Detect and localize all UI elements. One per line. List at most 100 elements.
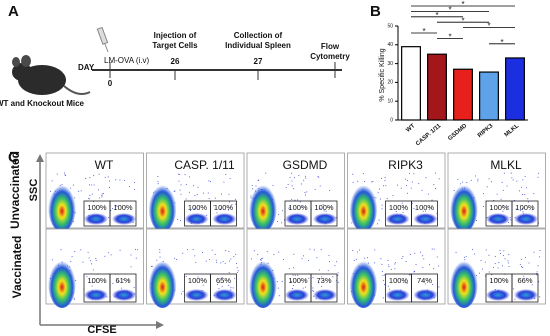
- y-tick-label: 50: [387, 23, 393, 29]
- y-tick-label: 0: [390, 117, 393, 123]
- event-dot: [352, 181, 354, 183]
- event-dot: [73, 298, 75, 300]
- event-dot: [187, 249, 189, 251]
- event-dot: [97, 189, 99, 191]
- day-value: 26: [171, 57, 180, 66]
- event-dot: [494, 255, 496, 257]
- event-dot: [230, 207, 232, 209]
- event-dot: [115, 179, 117, 181]
- gate: [210, 273, 237, 303]
- event-dot: [101, 193, 103, 195]
- significance-label: *: [461, 16, 464, 25]
- event-dot: [297, 274, 299, 276]
- event-dot: [477, 178, 479, 180]
- event-dot: [91, 184, 93, 186]
- event-dot: [405, 260, 407, 262]
- event-dot: [501, 181, 503, 183]
- event-dot: [266, 251, 268, 253]
- event-dot: [328, 255, 330, 257]
- event-dot: [192, 248, 194, 250]
- event-dot: [490, 181, 492, 183]
- event-dot: [205, 260, 207, 262]
- event-dot: [401, 257, 403, 259]
- event-dot: [528, 262, 530, 264]
- event-dot: [475, 219, 477, 221]
- event-dot: [85, 178, 87, 180]
- event-dot: [502, 189, 504, 191]
- event-dot: [174, 190, 176, 192]
- gate: [210, 200, 237, 227]
- gate: [511, 200, 539, 227]
- event-dot: [527, 198, 529, 200]
- event-dot: [533, 251, 535, 253]
- event-dot: [508, 208, 510, 210]
- event-dot: [321, 276, 323, 278]
- event-dot: [510, 219, 512, 221]
- event-dot: [293, 177, 295, 179]
- bar: [505, 57, 525, 121]
- event-dot: [211, 249, 213, 251]
- event-dot: [523, 275, 525, 277]
- arrow-head: [156, 321, 164, 329]
- event-dot: [119, 179, 121, 181]
- event-dot: [216, 261, 218, 263]
- event-dot: [194, 208, 196, 210]
- bar: [427, 53, 447, 121]
- event-dot: [438, 178, 440, 180]
- event-dot: [435, 187, 437, 189]
- cell-population: [486, 213, 510, 225]
- cell-population: [385, 289, 410, 301]
- significance-label: *: [422, 27, 425, 36]
- event-dot: [136, 249, 138, 251]
- event-dot: [320, 249, 322, 251]
- event-dot: [112, 208, 114, 210]
- event-dot: [72, 184, 74, 186]
- event-dot: [425, 177, 427, 179]
- event-dot: [206, 214, 208, 216]
- mouse-icon: [12, 55, 91, 95]
- event-dot: [119, 249, 121, 251]
- event-dot: [312, 290, 314, 292]
- event-dot: [521, 266, 523, 268]
- event-dot: [227, 284, 229, 286]
- gate-percent: 100%: [415, 203, 435, 212]
- event-dot: [438, 265, 440, 267]
- event-dot: [485, 249, 487, 251]
- event-dot: [230, 286, 232, 288]
- event-dot: [90, 260, 92, 262]
- cell-population: [450, 180, 478, 232]
- event-dot: [102, 192, 104, 194]
- event-dot: [415, 264, 417, 266]
- event-dot: [233, 256, 235, 258]
- event-dot: [304, 175, 306, 177]
- event-dot: [406, 185, 408, 187]
- gate: [310, 273, 338, 303]
- gate-percent: 100%: [314, 203, 334, 212]
- event-dot: [64, 172, 66, 174]
- event-dot: [474, 175, 476, 177]
- event-dot: [433, 184, 435, 186]
- event-dot: [65, 175, 67, 177]
- event-dot: [189, 210, 191, 212]
- event-dot: [180, 293, 182, 295]
- day-value: 27: [254, 57, 263, 66]
- event-dot: [400, 187, 402, 189]
- event-dot: [506, 185, 508, 187]
- event-dot: [351, 222, 353, 224]
- event-dot: [329, 206, 331, 208]
- significance-label: *: [448, 6, 451, 15]
- gate-percent: 100%: [288, 203, 308, 212]
- event-dot: [486, 186, 488, 188]
- event-dot: [51, 180, 53, 182]
- cell-population: [184, 289, 209, 301]
- event-dot: [511, 177, 513, 179]
- event-dot: [188, 176, 190, 178]
- event-dot: [202, 251, 204, 253]
- event-dot: [95, 258, 97, 260]
- cell-population: [413, 213, 438, 225]
- event-dot: [314, 188, 316, 190]
- event-dot: [228, 272, 230, 274]
- event-dot: [408, 172, 410, 174]
- event-dot: [123, 279, 125, 281]
